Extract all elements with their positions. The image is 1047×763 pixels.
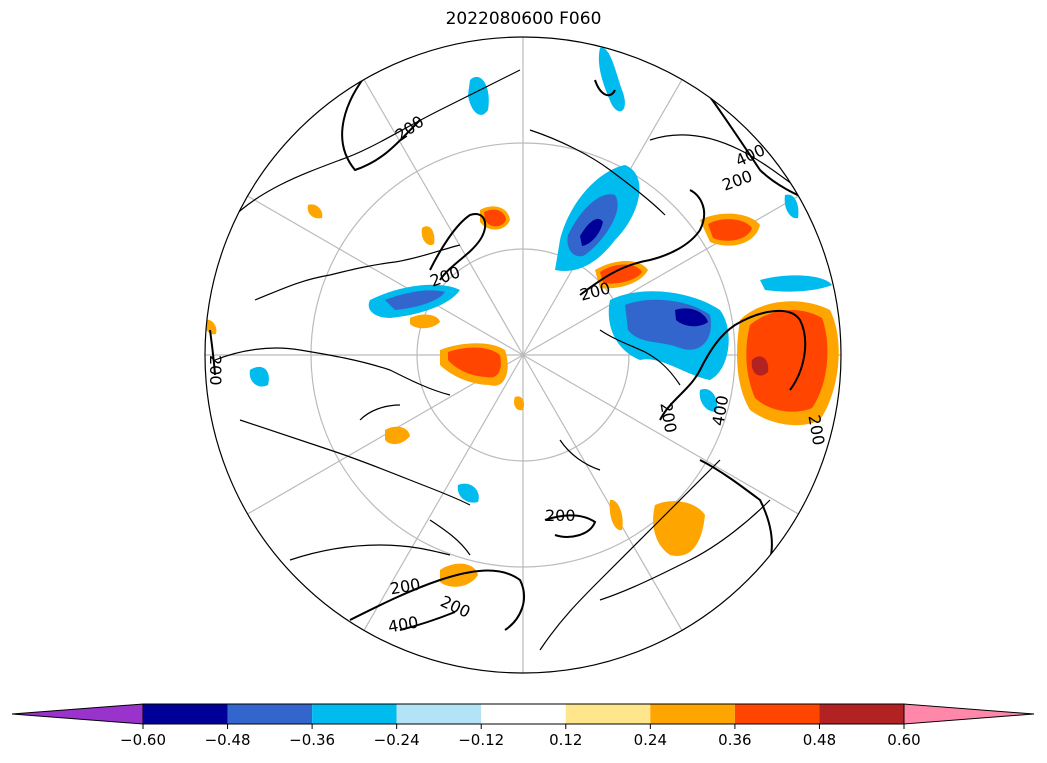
positive-anomaly-region	[746, 309, 828, 412]
negative-anomaly-region	[699, 389, 718, 412]
colorbar-tick-label: −0.12	[458, 731, 504, 749]
coastlines	[214, 69, 801, 651]
colorbar-tick-label: 0.48	[803, 731, 836, 749]
colorbar-segment	[565, 704, 651, 724]
contour-label: 200	[388, 574, 421, 598]
contour-label: 200	[804, 413, 828, 446]
colorbar-segment	[312, 704, 397, 724]
negative-anomaly-region	[675, 308, 708, 327]
positive-anomaly-region	[609, 499, 623, 531]
colorbar-segment	[819, 704, 904, 724]
positive-anomaly-region	[708, 219, 752, 241]
colorbar-tick-label: −0.24	[374, 731, 420, 749]
negative-anomaly-region	[760, 275, 832, 292]
colorbar-segment	[143, 704, 228, 724]
positive-anomaly-region	[653, 501, 705, 556]
colorbar-tick-label: 0.60	[887, 731, 920, 749]
negative-anomaly-region	[468, 76, 489, 115]
meridian-line	[357, 68, 524, 356]
colorbar-extend-min	[11, 703, 144, 725]
contour-label: 200	[545, 506, 576, 525]
polar-map: 200 200 200 200 200 200 200 200 200 200 …	[204, 36, 842, 674]
colorbar-segment	[227, 704, 313, 724]
anomaly-field	[205, 47, 839, 587]
colorbar-segment	[481, 704, 566, 724]
positive-anomaly-region	[205, 319, 217, 335]
negative-anomaly-region	[784, 194, 799, 219]
positive-anomaly-region	[385, 426, 410, 445]
contour-label: 200	[720, 166, 755, 194]
contour-label: 200	[392, 112, 428, 145]
negative-anomaly-region	[385, 290, 445, 310]
colorbar-tick-label: 0.36	[718, 731, 751, 749]
meridian-line	[522, 354, 810, 521]
colorbar-segment	[396, 704, 482, 724]
positive-anomaly-region	[307, 204, 323, 219]
positive-anomaly-region	[448, 347, 501, 378]
colorbar-extend-max	[903, 703, 1035, 725]
meridian-line	[522, 354, 689, 642]
map-boundary	[204, 36, 842, 674]
positive-anomaly-region	[421, 226, 435, 246]
contour-labels: 200 200 200 200 200 200 200 200 200 200 …	[206, 112, 828, 637]
contour-label: 400	[732, 140, 768, 170]
colorbar-segment	[650, 704, 735, 724]
contour-label: 200	[656, 401, 680, 434]
colorbar: −0.60 −0.48 −0.36 −0.24 −0.12 0.12 0.24 0.36 0.4…	[11, 703, 1035, 749]
negative-anomaly-region	[580, 218, 603, 246]
colorbar-tick-label: 0.12	[549, 731, 582, 749]
contour-label: 200	[206, 355, 225, 386]
meridian-line	[522, 189, 810, 356]
positive-anomaly-region	[513, 396, 525, 411]
negative-anomaly-region	[457, 483, 479, 503]
chart-title: 2022080600 F060	[445, 9, 602, 29]
colorbar-tick-label: −0.48	[205, 731, 251, 749]
contour-label: 400	[386, 612, 419, 636]
colorbar-segment	[734, 704, 820, 724]
colorbar-tick-label: −0.60	[120, 731, 166, 749]
positive-anomaly-region	[484, 209, 506, 227]
positive-anomaly-region	[751, 356, 769, 376]
meridian-line	[236, 189, 524, 356]
meridian-line	[357, 354, 524, 642]
contour-label: 400	[708, 394, 732, 427]
contour-label: 200	[578, 278, 612, 304]
positive-anomaly-region	[600, 264, 642, 284]
negative-anomaly-region	[598, 47, 625, 112]
colorbar-tick-label: −0.36	[289, 731, 335, 749]
colorbar-tick-label: 0.24	[634, 731, 667, 749]
positive-anomaly-region	[410, 314, 440, 329]
colorbar-frame	[142, 703, 905, 725]
negative-anomaly-region	[249, 366, 269, 387]
